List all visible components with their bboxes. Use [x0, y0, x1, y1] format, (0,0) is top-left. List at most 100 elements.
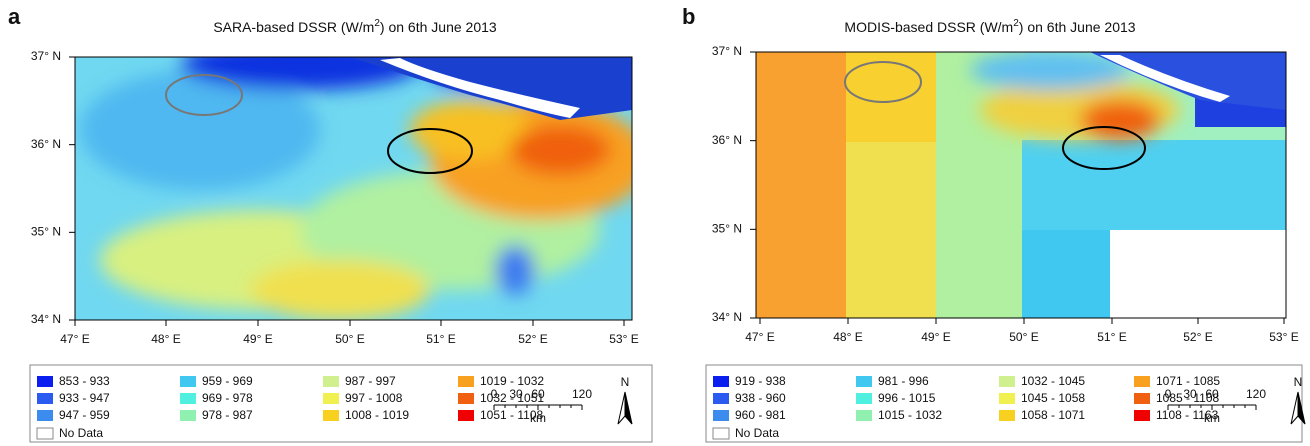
legend-label: 996 - 1015	[878, 391, 936, 405]
title-part: SARA-based DSSR (W/m	[213, 19, 374, 35]
legend-label: 938 - 960	[735, 391, 786, 405]
scale-label: 60	[531, 387, 545, 401]
legend-swatch	[180, 393, 196, 404]
legend-swatch	[458, 393, 474, 404]
legend-swatch	[999, 376, 1015, 387]
y-label: 37° N	[31, 49, 61, 63]
legend-swatch	[36, 427, 54, 440]
x-label: 51° E	[1097, 330, 1126, 344]
legend-label: 1008 - 1019	[345, 408, 409, 422]
legend-swatch	[713, 410, 729, 421]
x-label: 51° E	[426, 332, 455, 346]
legend-swatch	[323, 393, 339, 404]
x-label: 47° E	[60, 332, 89, 346]
scale-label: 30	[1183, 387, 1197, 401]
legend-swatch	[37, 376, 53, 387]
y-label: 36° N	[31, 137, 61, 151]
legend-label: 981 - 996	[878, 374, 929, 388]
legend-swatch	[856, 410, 872, 421]
panel-title: MODIS-based DSSR (W/m2) on 6th June 2013	[844, 18, 1135, 35]
legend-label: 947 - 959	[59, 408, 110, 422]
title-part: 2	[374, 18, 380, 29]
scale-unit: km	[1204, 411, 1220, 425]
scale-label: 0	[1165, 387, 1172, 401]
scale-label: 60	[1205, 387, 1219, 401]
x-label: 48° E	[151, 332, 180, 346]
legend-swatch	[323, 410, 339, 421]
north-label: N	[1294, 375, 1303, 389]
y-label: 34° N	[712, 310, 742, 324]
north-arrow	[624, 391, 633, 425]
scale-label: 120	[572, 387, 592, 401]
legend-swatch	[999, 410, 1015, 421]
legend-swatch	[180, 376, 196, 387]
legend-label: 1108 - 1163	[1156, 408, 1219, 422]
legend-swatch	[180, 410, 196, 421]
legend-swatch	[458, 376, 474, 387]
panel-title: SARA-based DSSR (W/m2) on 6th June 2013	[213, 18, 497, 35]
legend-label: 1015 - 1032	[878, 408, 942, 422]
x-label: 52° E	[518, 332, 547, 346]
scale-unit: km	[530, 411, 546, 425]
x-label: 52° E	[1183, 330, 1212, 344]
title-part: ) on 6th June 2013	[380, 19, 497, 35]
x-label: 47° E	[745, 330, 774, 344]
title-part: MODIS-based DSSR (W/m	[844, 19, 1013, 35]
legend-label: No Data	[735, 426, 779, 440]
legend-label: 933 - 947	[59, 391, 110, 405]
legend-label: 1032 - 1045	[1021, 374, 1085, 388]
legend-label: 959 - 969	[202, 374, 253, 388]
y-label: 34° N	[31, 312, 61, 326]
legend-swatch	[999, 393, 1015, 404]
y-label: 37° N	[712, 44, 742, 58]
legend-label: 1058 - 1071	[1021, 408, 1085, 422]
legend-label: 919 - 938	[735, 374, 786, 388]
y-label: 36° N	[712, 133, 742, 147]
map-a	[75, 57, 632, 320]
x-label: 53° E	[1269, 330, 1298, 344]
legend-swatch	[712, 427, 730, 440]
panel-letter: b	[682, 4, 695, 29]
x-label: 50° E	[1009, 330, 1038, 344]
north-label: N	[621, 375, 630, 389]
scale-label: 30	[509, 387, 523, 401]
legend-label: 853 - 933	[59, 374, 110, 388]
panel-letter: a	[8, 4, 21, 29]
legend-label: 978 - 987	[202, 408, 253, 422]
legend-label: 1071 - 1085	[1156, 374, 1220, 388]
scale-label: 0	[491, 387, 498, 401]
legend-label: 1032 - 1051	[480, 391, 544, 405]
y-label: 35° N	[712, 222, 742, 236]
legend-swatch	[1134, 376, 1150, 387]
y-label: 35° N	[31, 225, 61, 239]
legend-box	[29, 364, 653, 443]
legend-swatch	[1134, 393, 1150, 404]
legend-label: 1019 - 1032	[480, 374, 544, 388]
scale-label: 120	[1246, 387, 1266, 401]
legend-label: 1045 - 1058	[1021, 391, 1085, 405]
title-part: ) on 6th June 2013	[1019, 19, 1136, 35]
north-arrow	[1297, 391, 1306, 425]
legend-swatch	[458, 410, 474, 421]
legend-swatch	[856, 376, 872, 387]
legend-swatch	[713, 376, 729, 387]
legend-label: 997 - 1008	[345, 391, 403, 405]
x-label: 53° E	[609, 332, 638, 346]
map-frame	[74, 56, 633, 321]
legend-label: 960 - 981	[735, 408, 786, 422]
legend-label: 1051 - 1108	[480, 408, 543, 422]
legend-swatch	[37, 393, 53, 404]
legend-label: 969 - 978	[202, 391, 253, 405]
x-label: 50° E	[335, 332, 364, 346]
legend-label: 987 - 997	[345, 374, 396, 388]
x-label: 49° E	[243, 332, 272, 346]
legend-swatch	[856, 393, 872, 404]
map-b	[756, 52, 1286, 318]
x-label: 49° E	[921, 330, 950, 344]
legend-swatch	[323, 376, 339, 387]
legend-swatch	[713, 393, 729, 404]
legend-label: 1085 - 1108	[1156, 391, 1219, 405]
legend-swatch	[1134, 410, 1150, 421]
legend-swatch	[37, 410, 53, 421]
